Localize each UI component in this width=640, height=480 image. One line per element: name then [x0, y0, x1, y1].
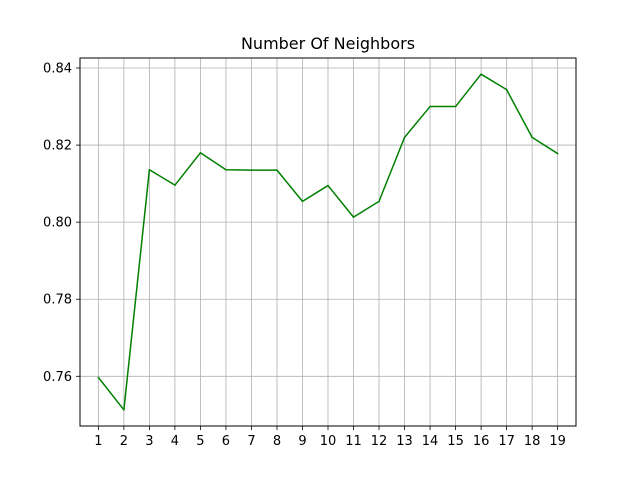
x-tick-label: 12 — [371, 434, 388, 449]
x-tick-label: 15 — [447, 434, 464, 449]
y-tick-label: 0.84 — [43, 62, 72, 77]
data-point — [480, 73, 482, 75]
data-point — [250, 169, 253, 171]
x-tick-label: 3 — [145, 434, 153, 449]
x-tick-label: 5 — [196, 434, 204, 449]
data-point — [454, 105, 457, 108]
x-tick-label: 2 — [120, 434, 128, 449]
data-point — [352, 216, 355, 218]
x-tick-label: 9 — [298, 434, 306, 449]
data-point — [327, 184, 329, 187]
x-tick-label: 10 — [320, 434, 337, 449]
chart-title: Number Of Neighbors — [241, 34, 415, 53]
data-point — [225, 168, 227, 171]
data-point — [276, 169, 278, 171]
x-tick-label: 4 — [171, 434, 179, 449]
x-tick-label: 8 — [273, 434, 281, 449]
x-tick-label: 7 — [247, 434, 255, 449]
x-tick-label: 18 — [524, 434, 541, 449]
data-point — [556, 152, 559, 155]
data-point — [199, 151, 202, 154]
data-point — [174, 184, 176, 186]
data-point — [148, 168, 151, 171]
data-point — [97, 376, 100, 379]
grid-lines — [80, 58, 576, 426]
y-tick-label: 0.76 — [43, 370, 72, 385]
data-point — [403, 136, 406, 139]
y-tick-label: 0.82 — [43, 139, 72, 154]
data-point — [531, 136, 533, 139]
x-tick-label: 6 — [222, 434, 230, 449]
x-tick-label: 19 — [549, 434, 566, 449]
data-point — [505, 88, 508, 91]
x-tick-label: 16 — [473, 434, 490, 449]
x-tick-label: 1 — [94, 434, 102, 449]
x-tick-label: 13 — [396, 434, 413, 449]
x-tick-label: 14 — [422, 434, 439, 449]
y-tick-label: 0.78 — [43, 293, 72, 308]
x-axis: 1 2 3 4 5 6 7 8 9 10 11 12 13 14 15 16 17 18 19 — [94, 426, 566, 449]
data-point — [378, 200, 380, 203]
series-layer — [97, 73, 559, 411]
x-tick-label: 17 — [498, 434, 515, 449]
y-axis: 0.76 0.78 0.80 0.82 0.84 — [43, 62, 80, 385]
data-point — [123, 409, 125, 411]
data-point — [429, 105, 431, 108]
x-tick-label: 11 — [345, 434, 362, 449]
y-tick-label: 0.80 — [43, 216, 72, 231]
data-point — [301, 200, 304, 203]
plot-frame — [79, 57, 577, 427]
